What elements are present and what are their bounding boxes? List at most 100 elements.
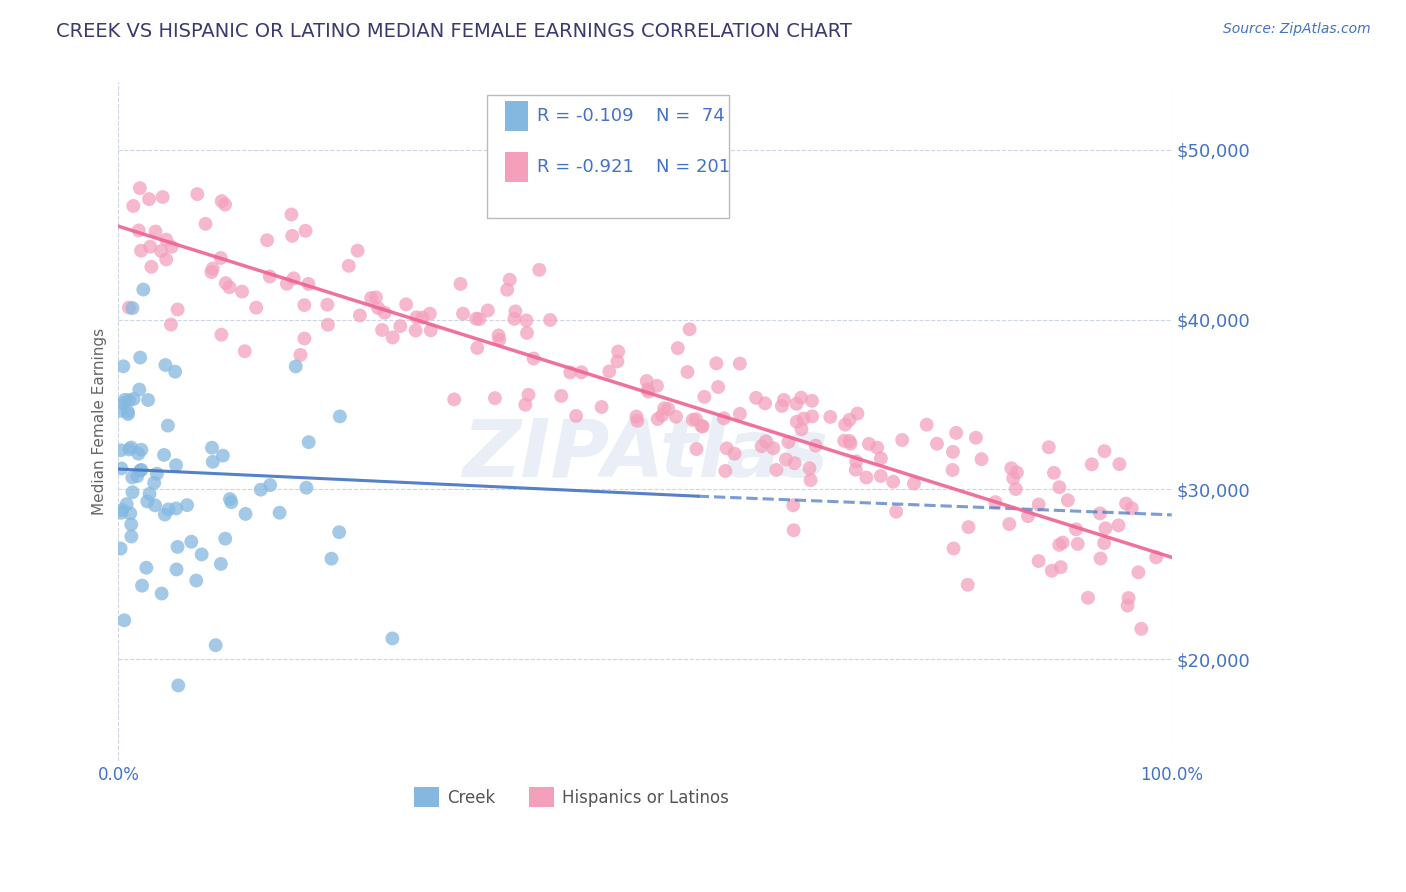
Point [651, 409, 673, 423]
Point [209, 251, 232, 265]
Point [143, 499, 166, 513]
Point [180, 534, 202, 549]
Text: N = 201: N = 201 [655, 158, 730, 176]
Point [762, 442, 785, 456]
Point [190, 548, 212, 562]
Point [1090, 551, 1112, 566]
Text: ZIPAtlas: ZIPAtlas [463, 417, 828, 494]
Point [209, 557, 232, 571]
Point [132, 283, 155, 297]
Point [488, 333, 510, 347]
Point [165, 458, 187, 472]
Point [786, 415, 808, 429]
Text: N =  74: N = 74 [655, 107, 724, 125]
Point [129, 463, 152, 477]
Point [1017, 509, 1039, 524]
Point [367, 301, 389, 315]
Point [692, 419, 714, 434]
Point [412, 310, 434, 325]
Point [801, 409, 824, 424]
Point [450, 277, 472, 291]
Point [465, 311, 488, 326]
Point [834, 417, 856, 432]
Point [571, 365, 593, 379]
Point [176, 498, 198, 512]
Point [884, 505, 907, 519]
Point [1043, 466, 1066, 480]
Point [652, 401, 675, 416]
Point [799, 461, 821, 475]
Point [118, 301, 141, 315]
Point [728, 357, 751, 371]
Point [139, 240, 162, 254]
Point [120, 529, 142, 543]
Point [1094, 521, 1116, 535]
Point [846, 407, 869, 421]
Point [135, 560, 157, 574]
Point [117, 405, 139, 419]
Text: R = -0.921: R = -0.921 [537, 158, 634, 176]
Point [218, 280, 240, 294]
Point [1038, 440, 1060, 454]
Point [468, 312, 491, 326]
Point [1108, 457, 1130, 471]
Point [155, 233, 177, 247]
Point [550, 389, 572, 403]
Point [128, 383, 150, 397]
Point [329, 409, 352, 424]
Point [965, 431, 987, 445]
Point [838, 413, 860, 427]
Point [957, 520, 980, 534]
Point [1000, 461, 1022, 475]
Point [214, 197, 236, 211]
Point [235, 507, 257, 521]
Point [1052, 535, 1074, 549]
Point [165, 365, 187, 379]
Point [112, 613, 135, 627]
Point [211, 194, 233, 208]
Point [214, 532, 236, 546]
Point [219, 491, 242, 506]
Point [160, 318, 183, 332]
Point [891, 433, 914, 447]
Point [138, 487, 160, 501]
Point [685, 412, 707, 426]
Point [1004, 482, 1026, 496]
Point [201, 441, 224, 455]
Point [298, 435, 321, 450]
Point [1115, 496, 1137, 510]
Point [221, 495, 243, 509]
Point [517, 388, 540, 402]
Bar [505, 101, 529, 131]
Point [488, 328, 510, 343]
Point [925, 436, 948, 450]
Point [728, 407, 751, 421]
Point [647, 412, 669, 426]
Point [839, 436, 862, 450]
Point [122, 392, 145, 406]
Point [529, 262, 551, 277]
Point [405, 310, 427, 325]
Point [1094, 444, 1116, 458]
Point [745, 391, 768, 405]
Point [256, 233, 278, 247]
Point [499, 273, 522, 287]
Point [233, 344, 256, 359]
Point [118, 393, 141, 408]
Point [269, 506, 291, 520]
Point [903, 476, 925, 491]
Point [155, 252, 177, 267]
Point [1028, 554, 1050, 568]
Point [1081, 458, 1104, 472]
Point [150, 244, 173, 258]
Point [364, 290, 387, 304]
Point [165, 501, 187, 516]
Point [157, 502, 180, 516]
Point [870, 451, 893, 466]
Point [1130, 622, 1153, 636]
Point [636, 374, 658, 388]
Point [598, 364, 620, 378]
Point [136, 494, 159, 508]
Point [665, 409, 688, 424]
Point [505, 304, 527, 318]
